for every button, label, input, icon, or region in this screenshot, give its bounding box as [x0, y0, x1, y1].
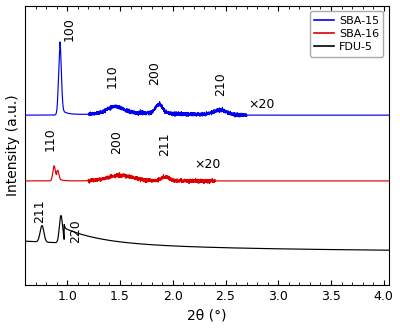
Text: 100: 100	[63, 17, 76, 41]
X-axis label: 2θ (°): 2θ (°)	[187, 308, 227, 322]
Legend: SBA-15, SBA-16, FDU-5: SBA-15, SBA-16, FDU-5	[310, 11, 384, 57]
Y-axis label: Intensity (a.u.): Intensity (a.u.)	[6, 94, 20, 196]
Text: 220: 220	[70, 219, 82, 243]
Text: 200: 200	[148, 61, 161, 85]
Text: ×20: ×20	[249, 98, 275, 111]
Text: 110: 110	[106, 64, 119, 88]
Text: 200: 200	[110, 130, 123, 154]
Text: 110: 110	[44, 127, 57, 151]
Text: 211: 211	[34, 199, 46, 223]
Text: ×20: ×20	[194, 158, 220, 171]
Text: 211: 211	[158, 133, 171, 156]
Text: 210: 210	[214, 72, 227, 96]
